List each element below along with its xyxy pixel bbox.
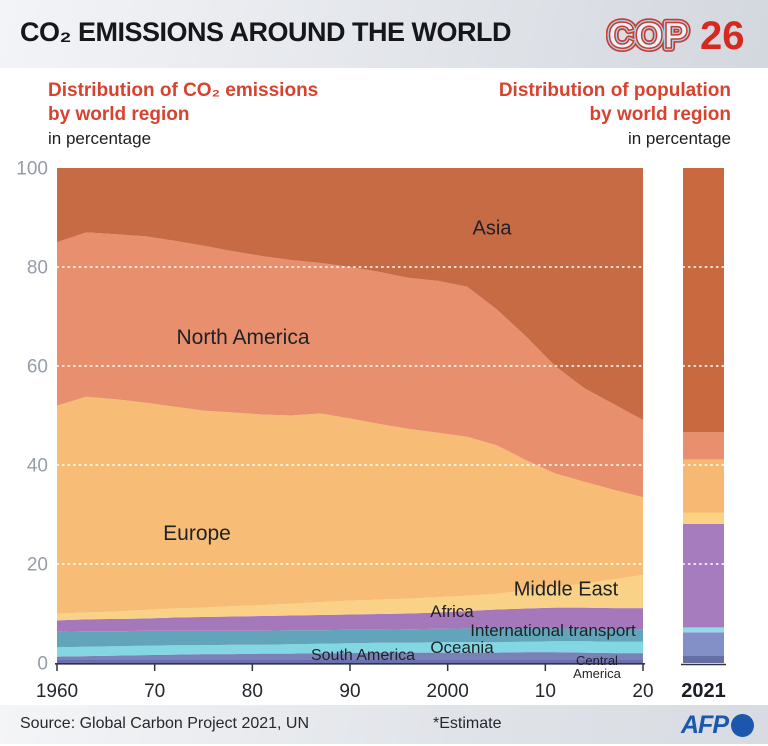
right-title-line1: Distribution of population xyxy=(498,80,731,101)
header-bar: CO₂ EMISSIONS AROUND THE WORLD COP COP C… xyxy=(0,0,768,68)
afp-logo: AFP xyxy=(681,711,754,740)
area-north-america xyxy=(57,232,643,498)
label-north-america: North America xyxy=(176,326,310,349)
label-europe: Europe xyxy=(163,522,231,545)
axis-label: 70 xyxy=(144,681,165,702)
left-title-line2: by world region xyxy=(48,104,190,125)
label-central-america: Central America xyxy=(573,653,621,681)
axis-label: 1960 xyxy=(36,681,78,702)
axis-label: 40 xyxy=(27,456,48,477)
area-international-transport xyxy=(57,628,643,648)
bar-europe xyxy=(683,459,724,513)
area-oceania xyxy=(57,641,643,657)
axis-label: 2000 xyxy=(427,681,469,702)
source-text: Source: Global Carbon Project 2021, UN xyxy=(20,715,310,732)
bar-africa xyxy=(683,523,724,628)
page-title: CO₂ EMISSIONS AROUND THE WORLD xyxy=(20,17,512,47)
cop-outline-outer: COP xyxy=(608,15,688,56)
axis-label: 80 xyxy=(242,681,263,702)
afp-logo-circle-icon xyxy=(731,714,754,737)
label-south-america: South America xyxy=(310,647,416,664)
right-title-line2: by world region xyxy=(589,104,731,125)
area-asia xyxy=(57,168,643,420)
area-africa xyxy=(57,607,643,632)
left-chart-title: Distribution of CO₂ emissions by world r… xyxy=(48,79,318,151)
afp-logo-text: AFP xyxy=(681,711,729,739)
left-title-unit: in percentage xyxy=(48,129,152,148)
cop-outline-inner: COP xyxy=(608,15,688,56)
cop-26: 26 xyxy=(700,14,745,58)
right-chart-title: Distribution of population by world regi… xyxy=(499,79,731,151)
area-middle-east xyxy=(57,574,643,621)
area-europe xyxy=(57,396,643,614)
bar-middle-east xyxy=(683,512,724,524)
label-oceania: Oceania xyxy=(430,638,494,657)
right-title-unit: in percentage xyxy=(627,129,731,148)
axis-label: 90 xyxy=(339,681,360,702)
axis-label: 0 xyxy=(37,654,48,675)
bar-south-america xyxy=(683,632,724,656)
left-title-line1: Distribution of CO₂ emissions xyxy=(48,80,319,101)
bar-north-america xyxy=(683,432,724,460)
axis-label: 100 xyxy=(16,159,48,180)
bar-asia xyxy=(683,168,724,433)
bar-central-america xyxy=(683,655,724,663)
area-south-america xyxy=(57,652,643,660)
axis-label: 20 xyxy=(632,681,653,702)
label-africa: Africa xyxy=(430,602,474,621)
axis-label: 10 xyxy=(535,681,556,702)
axis-label: 80 xyxy=(27,258,48,279)
axis-label: 60 xyxy=(27,357,48,378)
axis-label: 20 xyxy=(27,555,48,576)
estimate-note: *Estimate xyxy=(433,715,502,732)
area-central-america xyxy=(57,660,643,663)
label-international-transport: International transport xyxy=(470,621,636,640)
bar-oceania xyxy=(683,627,724,633)
label-middle-east: Middle East xyxy=(513,578,619,601)
label-asia: Asia xyxy=(472,217,512,240)
cop26-logo: COP COP COP 26 xyxy=(606,11,745,59)
cop-outline-mid: COP xyxy=(608,15,688,56)
axis-label: 2021 xyxy=(681,680,726,702)
footer-bar: Source: Global Carbon Project 2021, UN *… xyxy=(0,705,768,744)
